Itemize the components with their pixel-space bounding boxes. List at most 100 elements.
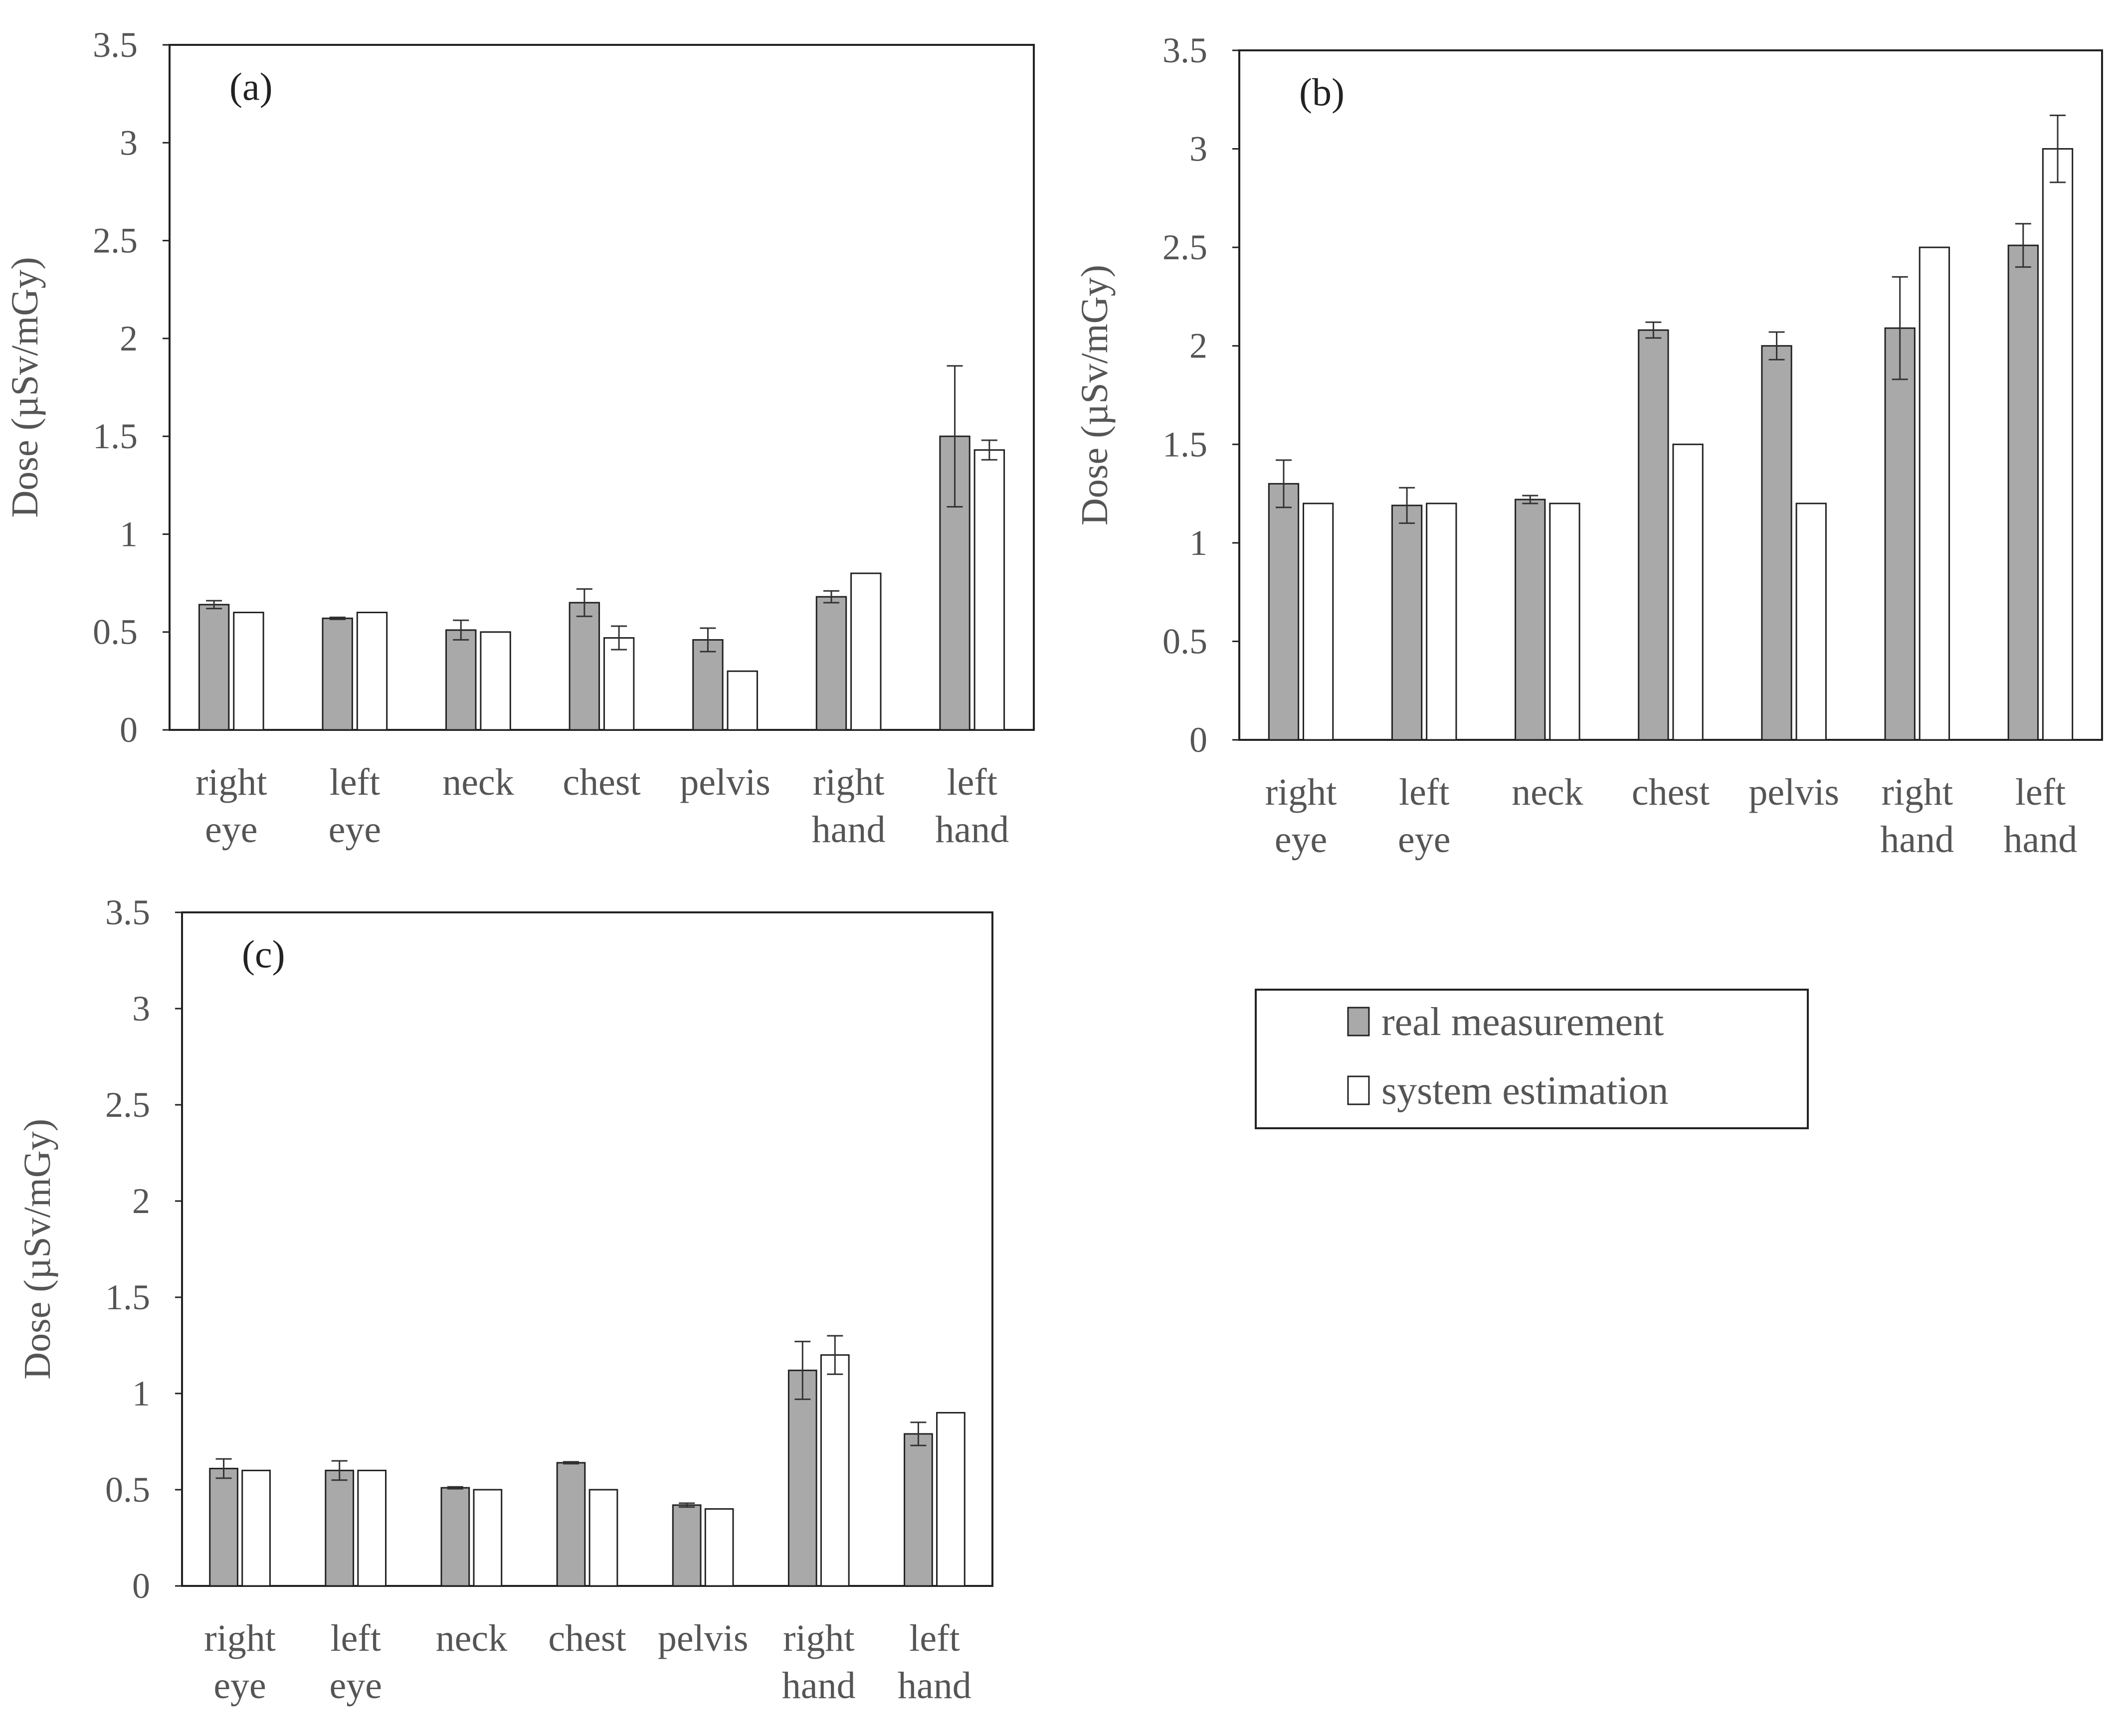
y-tick-label: 2 xyxy=(1189,326,1207,366)
legend-swatch-system-estimation xyxy=(1347,1075,1370,1105)
bar-real-measurement xyxy=(692,639,724,731)
category-label: right xyxy=(204,1617,276,1659)
category-label: hand xyxy=(898,1665,971,1707)
category-label: right xyxy=(783,1617,855,1659)
category-label: left xyxy=(331,1617,381,1659)
y-tick-label: 1 xyxy=(132,1374,150,1413)
category-label: left xyxy=(947,761,997,803)
y-tick-label: 0 xyxy=(1189,720,1207,760)
bar-system-estimation xyxy=(1426,503,1457,741)
panel-label: (b) xyxy=(1299,70,1345,114)
bar-system-estimation xyxy=(588,1489,618,1587)
category-label: neck xyxy=(436,1617,507,1659)
y-tick-label: 1.5 xyxy=(105,1277,150,1317)
y-tick-label: 3.5 xyxy=(105,892,150,932)
y-tick-label: 1.5 xyxy=(1162,424,1207,464)
y-tick-label: 0.5 xyxy=(1162,621,1207,661)
category-label: chest xyxy=(563,761,640,803)
bar-real-measurement xyxy=(445,629,477,731)
bar-real-measurement xyxy=(569,602,600,731)
bar-system-estimation xyxy=(2042,148,2074,741)
category-label: right xyxy=(813,761,885,803)
bar-real-measurement xyxy=(1761,345,1792,741)
panel-label: (a) xyxy=(229,65,273,108)
y-tick-label: 2.5 xyxy=(93,221,138,261)
bar-real-measurement xyxy=(1638,329,1669,741)
category-label: pelvis xyxy=(658,1617,749,1659)
bar-system-estimation xyxy=(1919,246,1950,741)
category-label: pelvis xyxy=(1748,771,1839,813)
category-label: eye xyxy=(329,809,381,851)
bar-system-estimation xyxy=(1303,503,1334,741)
category-label: pelvis xyxy=(680,761,771,803)
bar-system-estimation xyxy=(356,611,388,731)
chart-panel-a: 0 0.5 1 1.5 2 2.5 3 3.5 Dose (µSv/mGy) (a) right ey… xyxy=(4,25,1035,851)
y-tick-label: 1 xyxy=(1189,523,1207,563)
category-label: chest xyxy=(1632,771,1710,813)
y-axis-label: Dose (µSv/mGy) xyxy=(4,257,46,518)
category-label: chest xyxy=(548,1617,626,1659)
category-label: hand xyxy=(1880,819,1954,861)
category-label: hand xyxy=(2004,819,2078,861)
category-label: eye xyxy=(205,809,257,851)
legend-label-real-measurement: real measurement xyxy=(1381,1000,1664,1044)
bar-system-estimation xyxy=(241,1469,271,1587)
bar-real-measurement xyxy=(904,1433,933,1587)
y-tick-label: 3.5 xyxy=(1162,30,1207,70)
bar-real-measurement xyxy=(672,1504,702,1587)
category-label: eye xyxy=(1398,819,1450,861)
y-tick-label: 1.5 xyxy=(93,416,138,456)
bar-real-measurement xyxy=(1515,499,1546,741)
bar-system-estimation xyxy=(357,1469,387,1587)
bar-system-estimation xyxy=(1549,503,1580,741)
bar-real-measurement xyxy=(198,604,230,731)
y-axis-label: Dose (µSv/mGy) xyxy=(1074,265,1116,525)
bar-real-measurement xyxy=(325,1469,355,1587)
chart-panels: 0 0.5 1 1.5 2 2.5 3 3.5 Dose (µSv/mGy) (a) right ey… xyxy=(4,25,2103,1707)
bar-system-estimation xyxy=(1672,443,1704,741)
y-tick-label: 2 xyxy=(120,319,138,358)
category-label: left xyxy=(909,1617,960,1659)
category-label: left xyxy=(1399,771,1449,813)
legend: real measurement system estimation xyxy=(1255,989,1809,1129)
category-label: neck xyxy=(442,761,514,803)
category-label: eye xyxy=(1275,819,1327,861)
category-label: left xyxy=(2015,771,2066,813)
category-label: eye xyxy=(213,1665,266,1707)
bar-system-estimation xyxy=(973,449,1005,731)
panel-label: (c) xyxy=(242,932,285,976)
y-tick-label: 1 xyxy=(120,514,138,554)
bar-system-estimation xyxy=(936,1412,965,1587)
plot-frame xyxy=(1238,49,2103,741)
y-tick-label: 3 xyxy=(1189,129,1207,169)
bar-system-estimation xyxy=(850,572,882,731)
bar-system-estimation xyxy=(473,1489,503,1587)
y-tick-label: 0.5 xyxy=(105,1470,150,1510)
y-tick-label: 0 xyxy=(120,710,138,750)
bar-real-measurement xyxy=(787,1370,817,1587)
y-tick-label: 0.5 xyxy=(93,612,138,652)
bar-system-estimation xyxy=(480,631,511,731)
bar-real-measurement xyxy=(322,617,353,731)
bar-real-measurement xyxy=(1391,505,1423,741)
category-label: right xyxy=(1882,771,1953,813)
bar-system-estimation xyxy=(1795,503,1827,741)
bar-real-measurement xyxy=(815,596,847,731)
bar-real-measurement xyxy=(2007,244,2039,741)
bar-system-estimation xyxy=(704,1508,734,1587)
category-label: left xyxy=(330,761,380,803)
bar-system-estimation xyxy=(603,637,635,731)
y-tick-label: 3 xyxy=(132,989,150,1029)
bar-real-measurement xyxy=(440,1487,470,1587)
plot-frame xyxy=(181,911,993,1587)
y-axis-label: Dose (µSv/mGy) xyxy=(16,1119,58,1380)
category-label: hand xyxy=(935,809,1009,851)
y-tick-label: 2 xyxy=(132,1181,150,1221)
bar-system-estimation xyxy=(233,611,264,731)
bar-real-measurement xyxy=(1268,483,1300,741)
plot-frame xyxy=(169,44,1035,731)
category-label: right xyxy=(195,761,267,803)
category-label: hand xyxy=(812,809,886,851)
bar-system-estimation xyxy=(820,1354,850,1587)
